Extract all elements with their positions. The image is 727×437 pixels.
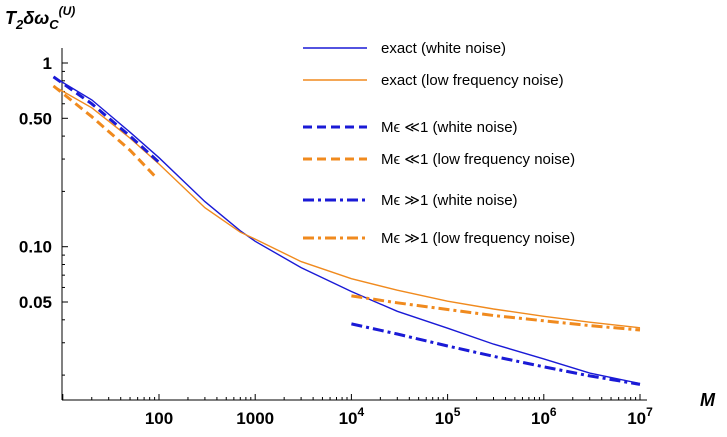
y-title-sub1: 2 — [15, 17, 24, 32]
x-tick-exponent: 5 — [454, 405, 461, 419]
x-tick-exponent: 4 — [358, 405, 365, 419]
x-tick-label: 107 — [627, 405, 653, 428]
y-title-sup: (U) — [59, 4, 76, 18]
series-line-3 — [52, 75, 161, 164]
x-axis-title: M — [700, 390, 716, 410]
x-tick-base: 10 — [339, 409, 358, 428]
series-line-5 — [351, 322, 641, 386]
x-tick-exponent: 7 — [646, 405, 653, 419]
x-tick-base: 10 — [627, 409, 646, 428]
series-line-4 — [52, 84, 156, 177]
legend-label-1: exact (white noise) — [381, 40, 506, 57]
y-title-mid: δω — [23, 8, 49, 28]
x-tick-exponent: 6 — [550, 405, 557, 419]
legend-label-2: exact (low frequency noise) — [381, 72, 564, 89]
x-tick-label: 106 — [531, 405, 557, 428]
y-tick-label: 1 — [43, 54, 52, 73]
series-line-1 — [53, 76, 641, 385]
legend-label-6: Mϵ ≫1 (low frequency noise) — [381, 230, 575, 247]
x-tick-label: 1000 — [236, 409, 274, 428]
x-tick-label: 104 — [339, 405, 365, 428]
x-tick-base: 10 — [435, 409, 454, 428]
y-tick-label: 0.50 — [19, 109, 52, 128]
y-axis-title: T2δωC(U) — [5, 4, 75, 32]
x-tick-label: 100 — [145, 409, 173, 428]
legend: exact (white noise) exact (low frequency … — [303, 40, 575, 247]
x-tick-label: 105 — [435, 405, 461, 428]
series-line-6 — [351, 294, 641, 332]
y-title-sub2: C — [49, 17, 59, 32]
legend-label-5: Mϵ ≫1 (white noise) — [381, 192, 518, 209]
legend-label-3: Mϵ ≪1 (white noise) — [381, 119, 518, 136]
x-tick-base: 10 — [531, 409, 550, 428]
y-title-base: T — [5, 8, 18, 28]
y-tick-label: 0.10 — [19, 238, 52, 257]
legend-label-4: Mϵ ≪1 (low frequency noise) — [381, 151, 575, 168]
series-group — [52, 75, 641, 386]
y-tick-label: 0.05 — [19, 293, 52, 312]
series-line-2 — [53, 85, 641, 329]
